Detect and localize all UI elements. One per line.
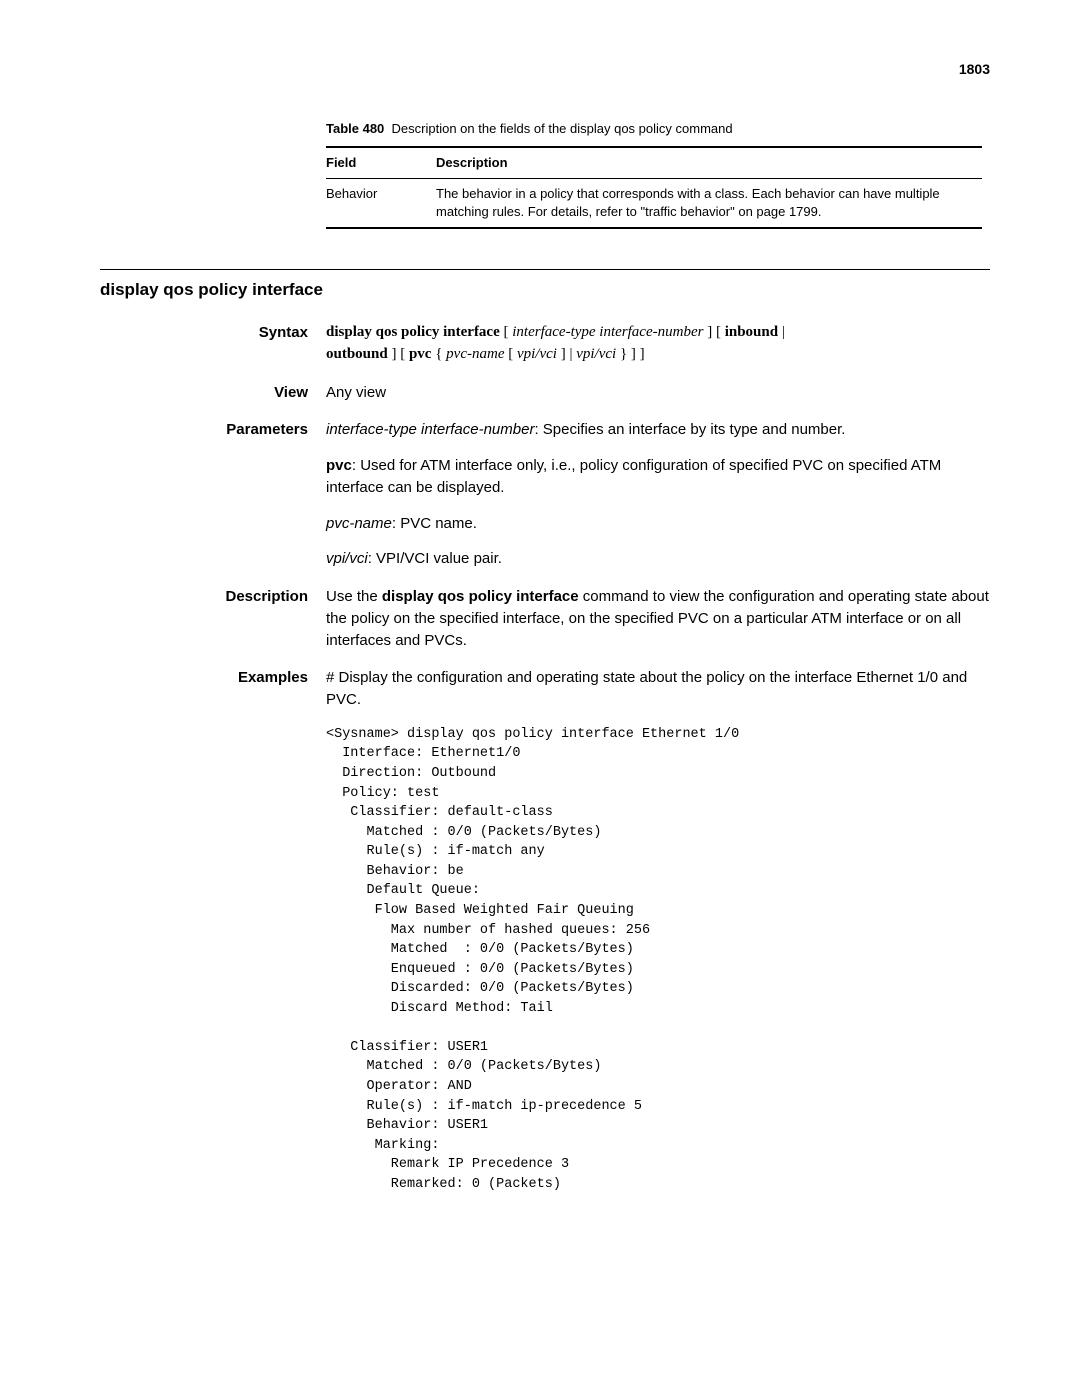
syntax-keyword: outbound [326, 346, 388, 362]
syntax-arg: pvc-name [446, 346, 504, 362]
param-name: interface-type interface-number [326, 421, 534, 438]
table-caption-text: Description on the fields of the display… [392, 121, 733, 136]
syntax-arg: interface-type interface-number [512, 324, 703, 340]
section-divider [100, 269, 990, 270]
parameters-label: Parameters [100, 419, 326, 570]
table-row: Behavior The behavior in a policy that c… [326, 178, 982, 228]
description-row: Description Use the display qos policy i… [100, 586, 990, 651]
table-caption-label: Table 480 [326, 121, 384, 136]
param-desc: : Used for ATM interface only, i.e., pol… [326, 457, 941, 496]
description-content: Use the display qos policy interface com… [326, 586, 990, 651]
syntax-content: display qos policy interface [ interface… [326, 322, 990, 366]
table-header-field: Field [326, 147, 436, 179]
table-caption: Table 480 Description on the fields of t… [326, 120, 990, 138]
examples-intro: # Display the configuration and operatin… [326, 667, 990, 711]
syntax-label: Syntax [100, 322, 326, 366]
parameters-row: Parameters interface-type interface-numb… [100, 419, 990, 570]
view-content: Any view [326, 382, 990, 404]
param-name: pvc [326, 457, 352, 474]
field-description-table: Field Description Behavior The behavior … [326, 146, 982, 230]
param-desc: : VPI/VCI value pair. [368, 550, 502, 567]
view-label: View [100, 382, 326, 404]
examples-label: Examples [100, 667, 326, 1194]
table-cell-description: The behavior in a policy that correspond… [436, 178, 982, 228]
syntax-arg: vpi/vci [517, 346, 557, 362]
syntax-arg: vpi/vci [576, 346, 616, 362]
parameters-content: interface-type interface-number: Specifi… [326, 419, 990, 570]
param-desc: : PVC name. [392, 515, 477, 532]
table-cell-field: Behavior [326, 178, 436, 228]
view-row: View Any view [100, 382, 990, 404]
param-desc: : Specifies an interface by its type and… [534, 421, 845, 438]
examples-content: # Display the configuration and operatin… [326, 667, 990, 1194]
examples-code-block: <Sysname> display qos policy interface E… [326, 725, 990, 1195]
param-name: pvc-name [326, 515, 392, 532]
section-title: display qos policy interface [100, 278, 990, 302]
examples-row: Examples # Display the configuration and… [100, 667, 990, 1194]
table-header-description: Description [436, 147, 982, 179]
desc-cmd: display qos policy interface [382, 588, 579, 605]
desc-text: Use the [326, 588, 382, 605]
syntax-row: Syntax display qos policy interface [ in… [100, 322, 990, 366]
table-header-row: Field Description [326, 147, 982, 179]
syntax-keyword: pvc [409, 346, 432, 362]
syntax-keyword: inbound [725, 324, 778, 340]
description-label: Description [100, 586, 326, 651]
page-number: 1803 [100, 60, 990, 80]
syntax-cmd: display qos policy interface [326, 324, 500, 340]
param-name: vpi/vci [326, 550, 368, 567]
